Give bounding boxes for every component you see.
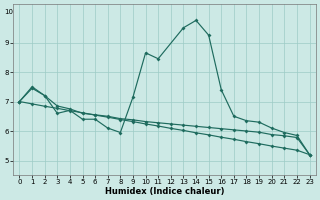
Text: 10: 10: [4, 9, 13, 15]
X-axis label: Humidex (Indice chaleur): Humidex (Indice chaleur): [105, 187, 224, 196]
